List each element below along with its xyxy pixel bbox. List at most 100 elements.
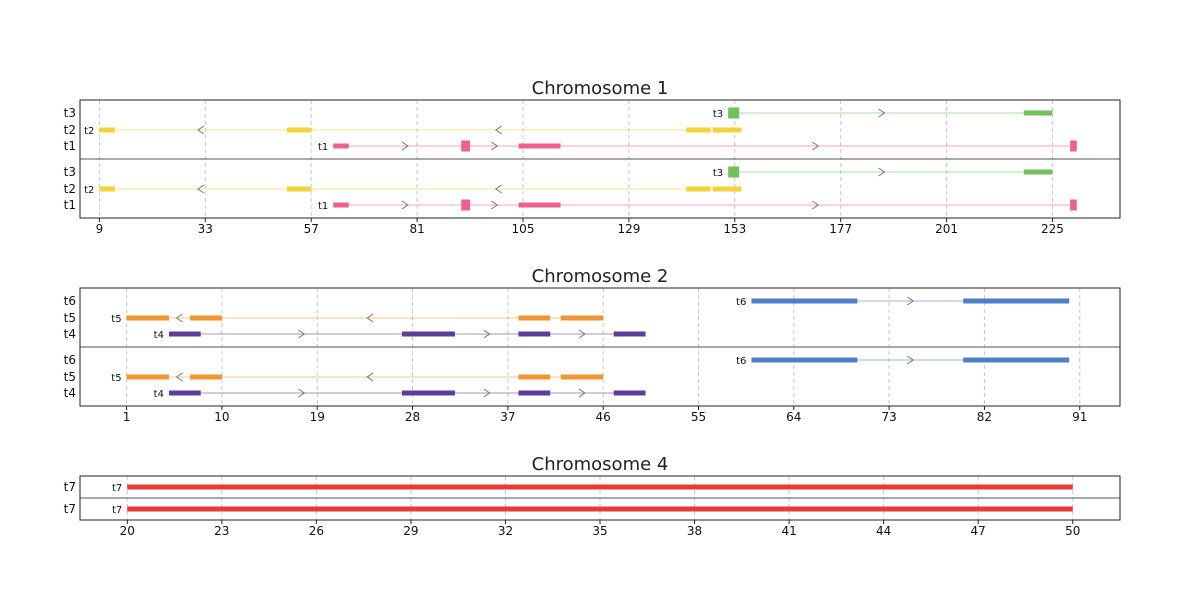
- inline-track-label: t7: [112, 483, 122, 494]
- exon-block: [168, 331, 201, 337]
- exon-block: [560, 315, 604, 321]
- exon-block: [190, 315, 222, 321]
- x-tick-label: 64: [786, 410, 801, 424]
- x-tick-label: 177: [829, 222, 852, 236]
- strand-arrow: [812, 200, 820, 210]
- exon-block: [728, 107, 740, 119]
- x-tick-label: 129: [617, 222, 640, 236]
- strand-arrow: [196, 125, 205, 135]
- inline-track-label: t2: [84, 185, 94, 196]
- x-tick-label: 55: [691, 410, 706, 424]
- track-label: t2: [64, 182, 76, 196]
- x-tick-label: 26: [309, 524, 324, 538]
- strand-arrow: [812, 141, 820, 151]
- exon-block: [461, 199, 471, 211]
- x-tick-label: 225: [1041, 222, 1064, 236]
- chart-title: Chromosome 2: [532, 266, 669, 287]
- inline-track-label: t1: [318, 201, 328, 212]
- x-tick-label: 46: [596, 410, 611, 424]
- strand-arrow: [494, 184, 503, 194]
- exon-block: [99, 127, 115, 133]
- x-tick-label: 47: [971, 524, 986, 538]
- x-tick-label: 9: [96, 222, 104, 236]
- inline-track-label: t5: [111, 314, 121, 325]
- x-tick-label: 35: [592, 524, 607, 538]
- inline-track-label: t4: [154, 330, 164, 341]
- exon-block: [686, 186, 711, 192]
- exon-block: [461, 140, 471, 152]
- exon-block: [286, 186, 312, 192]
- inline-track-label: t5: [111, 373, 121, 384]
- strand-arrow: [175, 313, 183, 323]
- exon-block: [126, 374, 169, 380]
- strand-arrow: [494, 125, 503, 135]
- exon-block: [712, 186, 742, 192]
- x-tick-label: 19: [310, 410, 325, 424]
- x-tick-label: 81: [409, 222, 424, 236]
- exon-block: [728, 166, 740, 178]
- x-tick-label: 44: [876, 524, 891, 538]
- strand-arrow: [483, 388, 491, 398]
- inline-track-label: t3: [713, 168, 723, 179]
- inline-track-label: t3: [713, 109, 723, 120]
- strand-arrow: [578, 329, 586, 339]
- track-label: t5: [64, 311, 76, 325]
- plot-frame: [79, 287, 1121, 407]
- track-label: t6: [64, 294, 76, 308]
- inline-track-label: t4: [154, 389, 164, 400]
- x-tick-label: 201: [935, 222, 958, 236]
- track-label: t6: [64, 353, 76, 367]
- x-tick-label: 32: [498, 524, 513, 538]
- strand-arrow: [491, 141, 499, 151]
- track-label: t3: [64, 165, 76, 179]
- track-label: t2: [64, 123, 76, 137]
- x-tick-label: 41: [781, 524, 796, 538]
- track-label: t7: [64, 480, 76, 494]
- track-label: t7: [64, 502, 76, 516]
- exon-block: [1070, 199, 1077, 211]
- exon-block: [518, 143, 561, 149]
- exon-block: [751, 298, 858, 304]
- x-tick-label: 28: [405, 410, 420, 424]
- strand-arrow: [175, 372, 183, 382]
- x-tick-label: 73: [881, 410, 896, 424]
- exon-block: [1023, 110, 1053, 116]
- strand-arrow: [298, 329, 306, 339]
- exon-block: [518, 374, 551, 380]
- chart-title: Chromosome 1: [532, 78, 669, 99]
- x-tick-label: 153: [723, 222, 746, 236]
- exon-block: [99, 186, 115, 192]
- x-tick-label: 37: [500, 410, 515, 424]
- exon-block: [751, 357, 858, 363]
- x-tick-label: 29: [403, 524, 418, 538]
- exon-block: [518, 390, 551, 396]
- x-tick-label: 33: [198, 222, 213, 236]
- track-label: t3: [64, 106, 76, 120]
- exon-block: [127, 506, 1073, 512]
- exon-block: [686, 127, 711, 133]
- track-label: t4: [64, 327, 76, 341]
- strand-arrow: [483, 329, 491, 339]
- track-label: t1: [64, 139, 76, 153]
- x-tick-label: 57: [304, 222, 319, 236]
- strand-arrow: [401, 141, 409, 151]
- exon-block: [518, 331, 551, 337]
- exon-block: [286, 127, 312, 133]
- exon-block: [190, 374, 222, 380]
- exon-block: [963, 298, 1070, 304]
- strand-arrow: [878, 108, 886, 118]
- exon-block: [333, 202, 349, 208]
- x-tick-label: 105: [512, 222, 535, 236]
- exon-block: [168, 390, 201, 396]
- x-tick-label: 20: [120, 524, 135, 538]
- exon-block: [518, 315, 551, 321]
- x-tick-label: 10: [214, 410, 229, 424]
- strand-arrow: [907, 355, 915, 365]
- exon-block: [613, 331, 646, 337]
- inline-track-label: t2: [84, 126, 94, 137]
- x-tick-label: 23: [214, 524, 229, 538]
- strand-arrow: [366, 372, 374, 382]
- x-tick-label: 50: [1065, 524, 1080, 538]
- track-label: t4: [64, 386, 76, 400]
